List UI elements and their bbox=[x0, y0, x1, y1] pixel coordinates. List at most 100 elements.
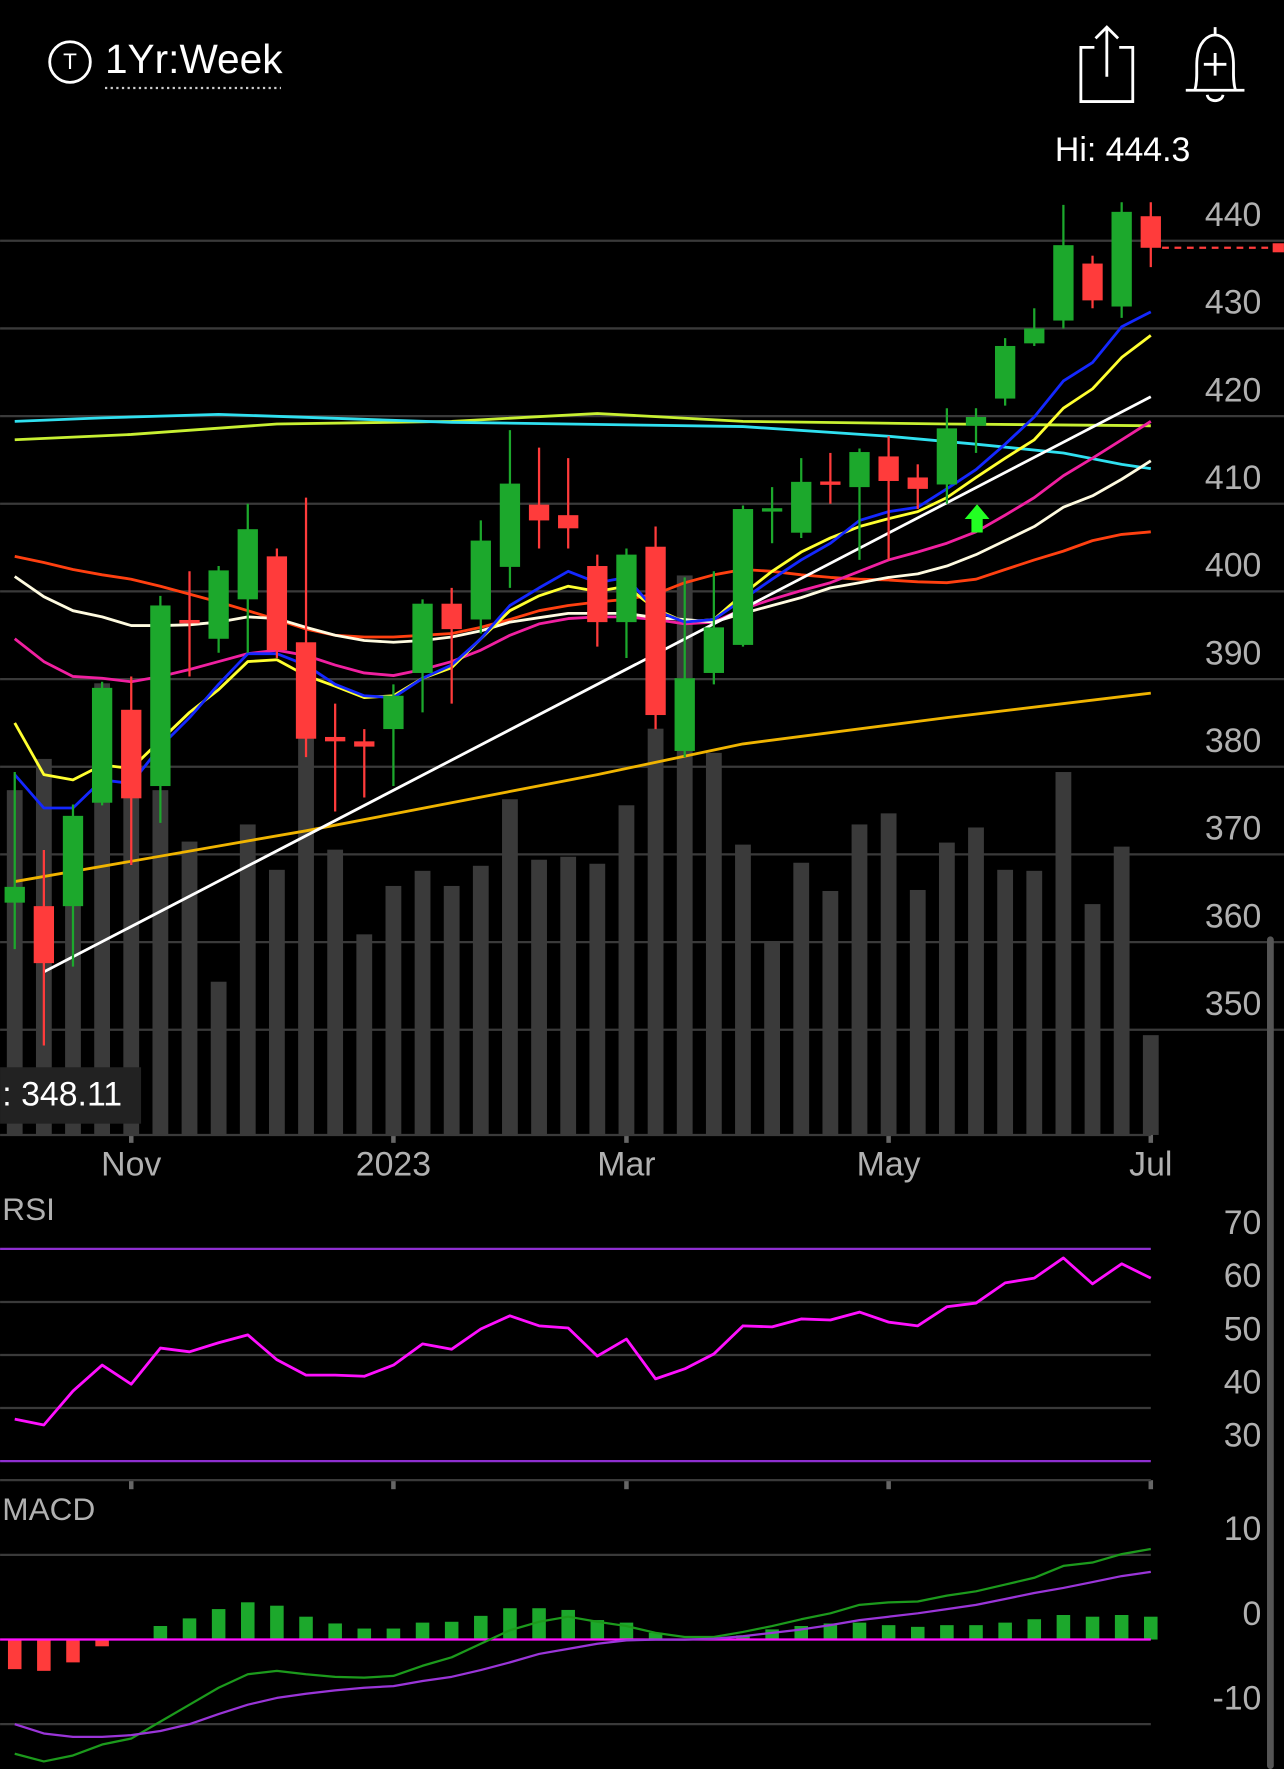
candle-body bbox=[1024, 328, 1045, 344]
share-icon-box bbox=[1079, 45, 1135, 103]
volume-bar bbox=[997, 869, 1014, 1135]
x-tick-label: 2023 bbox=[356, 1145, 431, 1183]
y-tick-label: 380 bbox=[1205, 722, 1261, 760]
macd-histogram-bar bbox=[765, 1629, 779, 1640]
x-tick-label: Jul bbox=[1129, 1145, 1172, 1183]
volume-bar bbox=[589, 863, 606, 1135]
y-tick-label: 420 bbox=[1205, 371, 1261, 409]
timeframe-icon bbox=[48, 40, 92, 84]
scrollbar[interactable] bbox=[1267, 936, 1274, 1769]
volume-bar bbox=[647, 728, 664, 1135]
macd-histogram-bar bbox=[328, 1623, 342, 1640]
candle-body bbox=[1053, 245, 1074, 321]
candle-body bbox=[1082, 263, 1103, 301]
volume-bar bbox=[152, 790, 169, 1135]
timeframe-label: 1Yr:Week bbox=[105, 36, 283, 82]
macd-histogram-bar bbox=[998, 1622, 1012, 1640]
alert-button[interactable] bbox=[1185, 27, 1245, 103]
x-tick-label: Mar bbox=[597, 1145, 655, 1183]
volume-bar bbox=[735, 844, 751, 1135]
candle-body bbox=[703, 627, 724, 673]
candle-body bbox=[761, 508, 783, 512]
candle-body bbox=[441, 603, 462, 630]
timeframe-button[interactable]: T 1Yr:Week bbox=[48, 36, 284, 90]
y-tick-label: 360 bbox=[1205, 897, 1261, 935]
macd-histogram-bar bbox=[1056, 1615, 1071, 1640]
volume-bar bbox=[1055, 772, 1072, 1135]
header: T 1Yr:Week bbox=[48, 25, 1245, 103]
y-tick-label: 30 bbox=[1224, 1416, 1262, 1454]
rsi-title: RSI bbox=[2, 1191, 55, 1227]
candle-body bbox=[266, 556, 288, 651]
indicator-line bbox=[13, 459, 1152, 644]
last-price-marker bbox=[1272, 243, 1284, 253]
volume-bar bbox=[531, 859, 547, 1135]
bell-icon bbox=[1185, 27, 1245, 103]
y-tick-label: 40 bbox=[1224, 1363, 1262, 1401]
macd-histogram-bar bbox=[182, 1618, 197, 1640]
macd-histogram-bar bbox=[940, 1625, 954, 1640]
indicator-line bbox=[14, 412, 1151, 442]
candle-body bbox=[528, 504, 550, 521]
macd-histogram-bar bbox=[95, 1639, 109, 1647]
y-tick-label: 390 bbox=[1205, 634, 1261, 672]
volume-bar bbox=[618, 805, 635, 1135]
volume-bar bbox=[851, 824, 868, 1135]
macd-histogram-bar bbox=[969, 1625, 983, 1640]
low-label-box bbox=[0, 1067, 142, 1124]
y-tick-label: 410 bbox=[1205, 459, 1261, 497]
macd-histogram-bar bbox=[386, 1628, 401, 1640]
indicator-line bbox=[14, 530, 1151, 639]
candle-body bbox=[849, 452, 870, 488]
bar-layer bbox=[6, 575, 1159, 1671]
macd-histogram-bar bbox=[357, 1628, 372, 1640]
share-icon-arrow bbox=[1094, 25, 1120, 77]
candle-body bbox=[295, 642, 317, 739]
volume-bar bbox=[968, 827, 984, 1135]
volume-bar bbox=[414, 870, 431, 1135]
candle-body bbox=[412, 603, 433, 673]
candle-body bbox=[354, 741, 375, 747]
candle-body bbox=[907, 477, 928, 489]
macd-histogram-bar bbox=[823, 1623, 838, 1640]
macd-histogram-bar bbox=[881, 1625, 896, 1640]
bell-plus bbox=[1203, 53, 1227, 76]
line-layer bbox=[0, 243, 1284, 1763]
volume-bar bbox=[793, 862, 810, 1135]
volume-bar bbox=[181, 841, 198, 1135]
macd-histogram-bar bbox=[736, 1635, 750, 1640]
indicator-line bbox=[13, 310, 1152, 810]
volume-bar bbox=[356, 934, 373, 1135]
volume-bar bbox=[123, 779, 140, 1135]
high-label: Hi: 444.3 bbox=[1055, 131, 1190, 169]
low-label: : 348.11 bbox=[2, 1076, 122, 1114]
macd-histogram-bar bbox=[590, 1620, 605, 1640]
y-tick-label: 350 bbox=[1205, 985, 1261, 1023]
share-button[interactable] bbox=[1079, 25, 1135, 103]
candle-body bbox=[383, 695, 404, 730]
volume-bar bbox=[1026, 870, 1043, 1135]
candle-body bbox=[1111, 211, 1132, 307]
y-tick-label: 430 bbox=[1205, 284, 1261, 322]
macd-histogram-bar bbox=[852, 1622, 867, 1640]
volume-bar bbox=[443, 885, 460, 1135]
candle-body bbox=[237, 529, 258, 600]
candle-body bbox=[208, 570, 229, 639]
volume-bar bbox=[385, 885, 402, 1135]
candle-body bbox=[820, 481, 841, 485]
candle-body bbox=[791, 481, 812, 533]
volume-bar bbox=[1084, 904, 1101, 1135]
macd-histogram-bar bbox=[1085, 1616, 1100, 1640]
candle-body bbox=[645, 546, 666, 716]
macd-histogram-bar bbox=[270, 1605, 284, 1640]
candle-body bbox=[616, 554, 637, 623]
macd-histogram-bar bbox=[1027, 1619, 1042, 1640]
volume-bar bbox=[502, 799, 518, 1135]
volume-bar bbox=[65, 830, 81, 1135]
candle-body bbox=[558, 515, 579, 529]
macd-histogram-bar bbox=[415, 1622, 430, 1640]
y-tick-label: -10 bbox=[1212, 1679, 1261, 1717]
indicator-line bbox=[14, 1547, 1152, 1763]
